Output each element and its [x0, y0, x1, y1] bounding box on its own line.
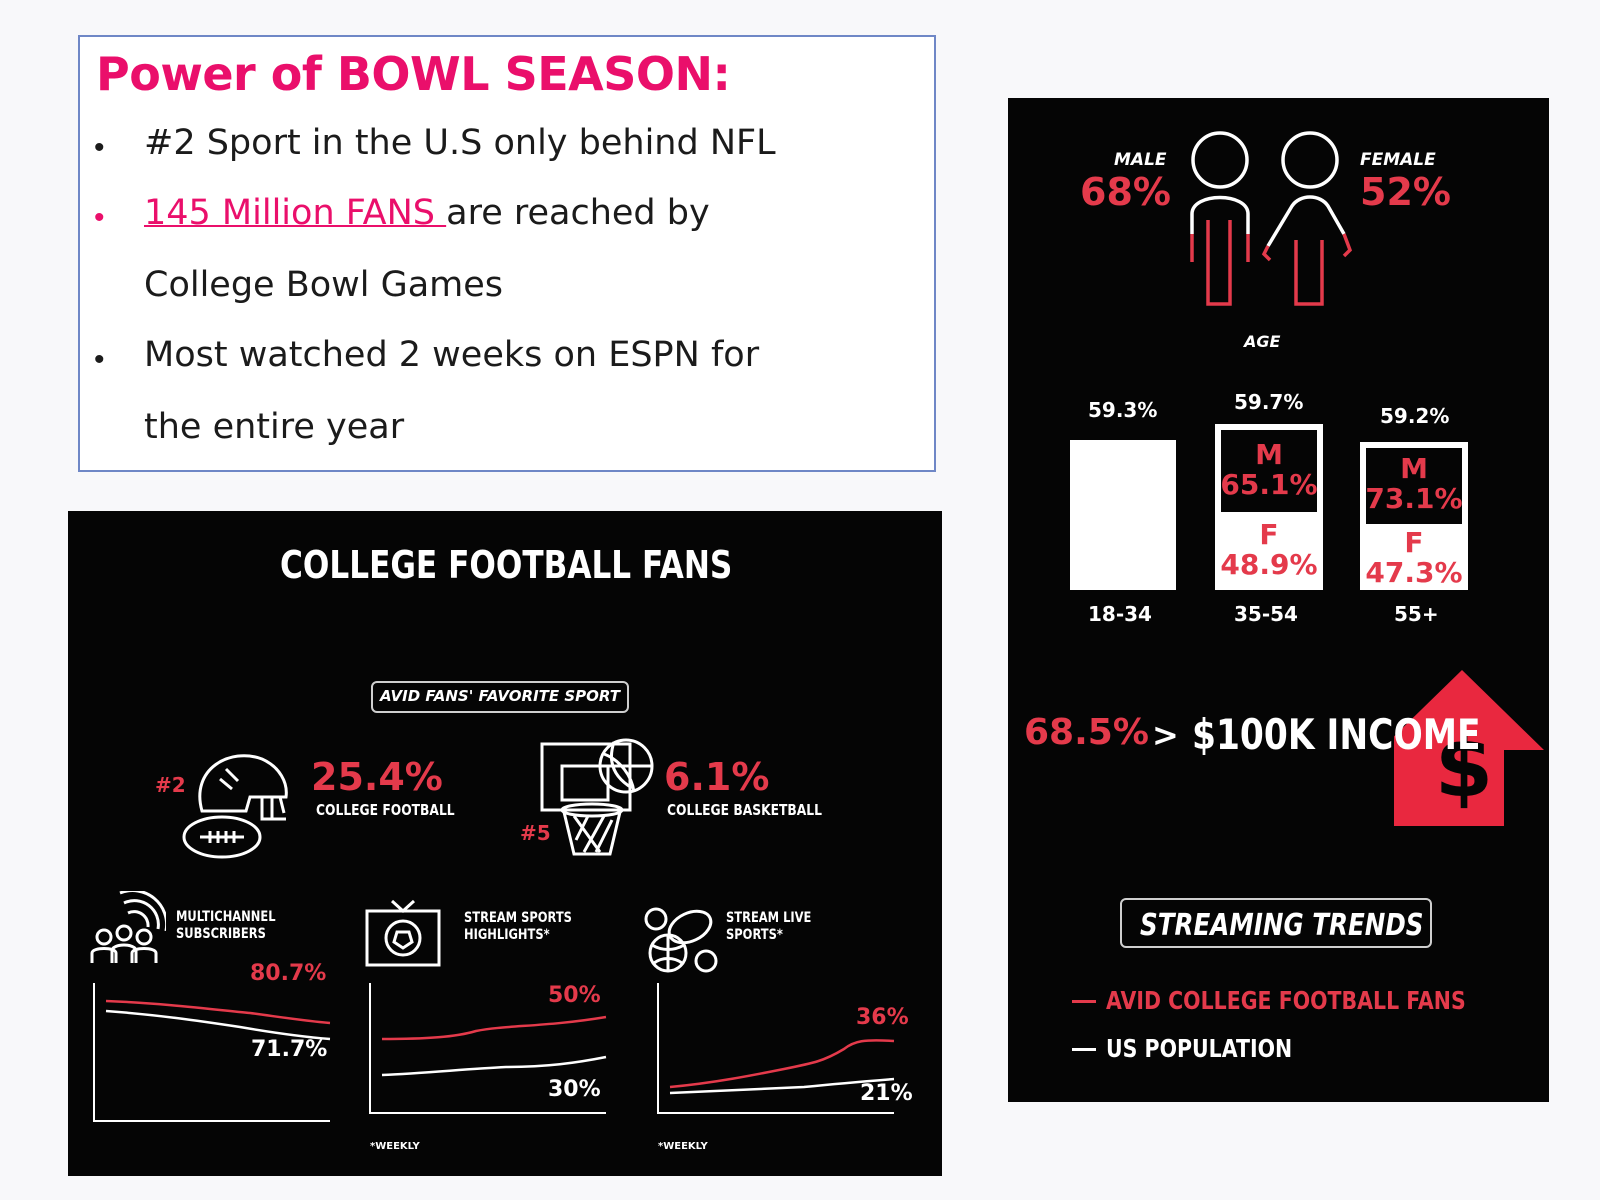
streaming-trends-pill: [1120, 898, 1432, 948]
age-35-54-range: 35-54: [1234, 602, 1298, 626]
legend-avid-label: AVID COLLEGE FOOTBALL FANS: [1106, 986, 1466, 1015]
minichart-2-us-value: 30%: [548, 1077, 601, 1102]
age-35-54-m-pct: 65.1%: [1220, 468, 1318, 501]
college-football-fans-panel: COLLEGE FOOTBALL FANS AVID FANS' FAVORIT…: [68, 511, 942, 1176]
age-label: AGE: [1244, 332, 1281, 351]
minichart-1-us-value: 71.7%: [251, 1037, 328, 1062]
male-female-figures-icon: [1190, 131, 1353, 306]
minichart-2-axes: [369, 983, 606, 1114]
minichart-1-label-line1: MULTICHANNEL: [176, 909, 276, 925]
favorite-sport-label: AVID FANS' FAVORITE SPORT: [379, 687, 621, 705]
age-35-54-m: M: [1255, 438, 1283, 471]
age-35-54-f-pct: 48.9%: [1220, 548, 1318, 581]
tv-soccer-icon: [365, 899, 441, 967]
dollar-sign: $: [1434, 718, 1494, 816]
age-18-34-range: 18-34: [1088, 602, 1152, 626]
male-pct: 68%: [1080, 170, 1171, 214]
textbox-title: Power of BOWL SEASON:: [96, 47, 731, 101]
minichart-3-plot: [657, 983, 895, 1114]
bullet-3-continuation: the entire year: [144, 407, 405, 447]
age-35-54-f: F: [1259, 518, 1279, 551]
legend-avid-swatch: [1072, 1000, 1096, 1003]
minichart-3-label: STREAM LIVE SPORTS*: [726, 910, 811, 944]
bullet-dot: •: [94, 131, 105, 164]
football-pct: 25.4%: [311, 755, 443, 799]
bullet-2-continuation: College Bowl Games: [144, 265, 504, 305]
minichart-1-label: MULTICHANNEL SUBSCRIBERS: [176, 909, 276, 943]
minichart-2-label: STREAM SPORTS HIGHLIGHTS*: [464, 910, 572, 944]
bullet-1-text: #2 Sport in the U.S only behind NFL: [144, 123, 776, 163]
fans-highlight-link[interactable]: 145 Million FANS: [144, 193, 447, 233]
income-up-arrow-icon: [1394, 670, 1544, 826]
legend-us-swatch: [1072, 1048, 1096, 1051]
minichart-3-label-line1: STREAM LIVE: [726, 910, 812, 926]
minichart-1-label-line2: SUBSCRIBERS: [176, 926, 266, 942]
age-55-f-pct: 47.3%: [1365, 556, 1463, 589]
bullet-3-text: Most watched 2 weeks on ESPN for: [144, 335, 760, 375]
age-55-m: M: [1400, 452, 1428, 485]
age-35-54-bar: [1215, 424, 1323, 590]
basketball-label: COLLEGE BASKETBALL: [667, 801, 822, 819]
minichart-2-note: *WEEKLY: [370, 1141, 420, 1152]
cff-title: COLLEGE FOOTBALL FANS: [280, 543, 733, 587]
age-35-54-total: 59.7%: [1234, 390, 1304, 414]
minichart-2-avid-line: [381, 1015, 607, 1041]
income-gt: >: [1152, 716, 1179, 754]
sports-balls-icon: [644, 907, 718, 973]
bowl-season-textbox: Power of BOWL SEASON: • #2 Sport in the …: [78, 35, 936, 472]
minichart-1-avid-line: [105, 999, 331, 1025]
bullet-dot: •: [94, 201, 105, 234]
male-label: MALE: [1114, 150, 1167, 170]
minichart-3-us-value: 21%: [860, 1081, 913, 1106]
basketball-rank: #5: [520, 821, 551, 845]
age-35-54-male-segment: [1221, 430, 1317, 512]
minichart-3-avid-line: [669, 1039, 895, 1089]
age-55-range: 55+: [1394, 602, 1439, 626]
minichart-3-us-line: [669, 1077, 895, 1095]
basketball-hoop-icon: [540, 738, 654, 856]
football-rank: #2: [155, 773, 186, 797]
minichart-1-axes: [93, 983, 330, 1122]
streaming-trends-label: STREAMING TRENDS: [1140, 908, 1424, 943]
female-pct: 52%: [1360, 170, 1451, 214]
minichart-2-label-line1: STREAM SPORTS: [464, 910, 572, 926]
football-helmet-icon: [182, 754, 288, 859]
minichart-1-avid-value: 80.7%: [250, 961, 327, 986]
age-55-male-segment: [1366, 448, 1462, 524]
bullet-2-text: 145 Million FANS are reached by: [144, 193, 710, 233]
age-18-34-bar: [1070, 440, 1176, 590]
minichart-2-plot: [369, 983, 607, 1114]
minichart-3-label-line2: SPORTS*: [726, 927, 783, 943]
age-55-total: 59.2%: [1380, 404, 1450, 428]
minichart-2-label-line2: HIGHLIGHTS*: [464, 927, 550, 943]
minichart-3-avid-value: 36%: [856, 1005, 909, 1030]
bullet-2-rest: are reached by: [446, 193, 710, 233]
age-55-f: F: [1404, 526, 1424, 559]
minichart-3-note: *WEEKLY: [658, 1141, 708, 1152]
minichart-1-plot: [93, 983, 331, 1122]
minichart-2-avid-value: 50%: [548, 983, 601, 1008]
minichart-3-axes: [657, 983, 894, 1114]
income-pct: 68.5%: [1024, 712, 1149, 753]
audience-broadcast-icon: [90, 891, 166, 963]
age-55-bar: [1360, 442, 1468, 590]
female-label: FEMALE: [1360, 150, 1436, 170]
income-label: $100K INCOME: [1192, 710, 1481, 759]
legend-us-label: US POPULATION: [1106, 1034, 1293, 1063]
bullet-dot: •: [94, 343, 105, 376]
demographics-panel: MALE 68% FEMALE 52% AGE 59.3% 18-34 59.7…: [1008, 98, 1549, 1102]
age-55-m-pct: 73.1%: [1365, 482, 1463, 515]
football-label: COLLEGE FOOTBALL: [316, 801, 455, 819]
basketball-pct: 6.1%: [664, 755, 770, 799]
favorite-sport-pill: [371, 681, 629, 713]
age-18-34-total: 59.3%: [1088, 398, 1158, 422]
minichart-2-us-line: [381, 1055, 607, 1077]
minichart-1-us-line: [105, 1009, 331, 1041]
